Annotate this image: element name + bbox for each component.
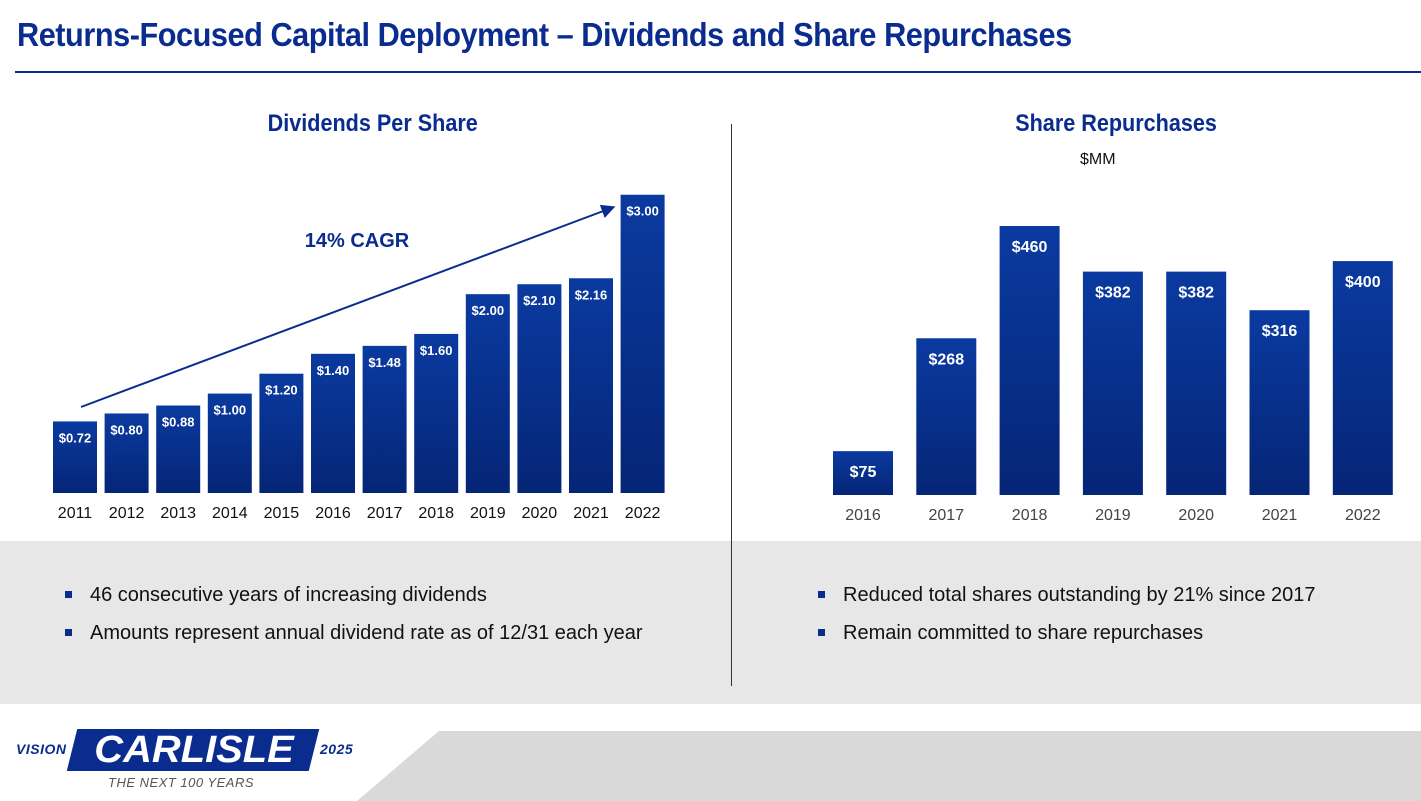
bar (414, 333, 459, 493)
bar (916, 338, 977, 495)
data-label: $316 (1262, 323, 1298, 340)
data-label: $2.10 (523, 293, 556, 308)
category-label: 2022 (625, 505, 661, 522)
data-label: $0.88 (162, 415, 195, 430)
bar (833, 451, 893, 495)
logo-vision-text: VISION (16, 741, 67, 757)
category-label: 2021 (573, 505, 609, 522)
category-label: 2016 (845, 507, 881, 524)
category-label: 2020 (1178, 507, 1214, 524)
bar (311, 353, 355, 493)
data-label: $1.40 (317, 363, 350, 378)
bullet-square-icon (65, 629, 72, 636)
cagr-arrow (80, 204, 616, 408)
data-label: $1.00 (214, 403, 247, 418)
bar (259, 373, 304, 493)
category-label: 2017 (367, 505, 403, 522)
data-label: $0.72 (59, 430, 92, 445)
data-label: $400 (1345, 274, 1381, 291)
summary-band (0, 541, 1421, 704)
category-label: 2021 (1262, 507, 1298, 524)
dividends-bullets: 46 consecutive years of increasing divid… (63, 583, 653, 659)
bar (207, 393, 252, 493)
bullet-square-icon (818, 591, 825, 598)
data-label: $1.20 (265, 383, 298, 398)
bar (362, 345, 407, 493)
repurchases-bullet-0: Reduced total shares outstanding by 21% … (816, 583, 1406, 608)
bar (1082, 271, 1143, 495)
data-label: $382 (1178, 285, 1214, 302)
category-label: 2014 (212, 505, 248, 522)
data-label: $2.16 (575, 287, 608, 302)
bar (999, 226, 1060, 495)
category-label: 2018 (1012, 507, 1048, 524)
data-label: $3.00 (626, 204, 659, 219)
panel-divider (731, 124, 732, 686)
bar (156, 405, 201, 493)
category-label: 2011 (58, 505, 93, 522)
bar (104, 413, 149, 493)
logo-name-text: CARLISLE (94, 729, 294, 771)
page-title: Returns-Focused Capital Deployment – Div… (17, 16, 1072, 53)
category-label: 2018 (418, 505, 454, 522)
category-label: 2017 (929, 507, 965, 524)
data-label: $382 (1095, 285, 1131, 302)
bar (620, 194, 665, 493)
cagr-label: 14% CAGR (305, 230, 410, 252)
bullet-square-icon (818, 629, 825, 636)
bar (569, 278, 613, 493)
dividends-chart-title: Dividends Per Share (267, 110, 478, 137)
category-label: 2013 (160, 505, 196, 522)
data-label: $75 (850, 464, 877, 481)
bar (517, 284, 562, 493)
logo-tagline: THE NEXT 100 YEARS (108, 775, 255, 790)
bar (465, 294, 510, 493)
repurchases-chart-title: Share Repurchases (1015, 110, 1217, 137)
data-label: $1.48 (368, 355, 401, 370)
category-label: 2022 (1345, 507, 1381, 524)
data-label: $1.60 (420, 343, 453, 358)
data-label: $268 (929, 351, 965, 368)
data-label: $0.80 (110, 422, 143, 437)
dividends-bars: $0.72 2011 $0.80 2012 $0.88 2013 $1.00 2014 $1.2… (53, 194, 665, 522)
repurchases-unit-label: $MM (1080, 151, 1116, 168)
repurchases-bullets: Reduced total shares outstanding by 21% … (816, 583, 1406, 659)
category-label: 2016 (315, 505, 351, 522)
dividends-bullet-0: 46 consecutive years of increasing divid… (63, 583, 653, 608)
category-label: 2012 (109, 505, 145, 522)
category-label: 2019 (470, 505, 506, 522)
category-label: 2019 (1095, 507, 1131, 524)
repurchases-bullet-1: Remain committed to share repurchases (816, 621, 1406, 646)
bar (1166, 271, 1227, 495)
category-label: 2015 (264, 505, 300, 522)
bullet-square-icon (65, 591, 72, 598)
bar (53, 421, 97, 493)
data-label: $2.00 (472, 303, 505, 318)
dividends-bullet-1: Amounts represent annual dividend rate a… (63, 621, 653, 646)
data-label: $460 (1012, 239, 1048, 256)
footer-slant-band (357, 731, 1421, 801)
bar (1249, 310, 1310, 495)
repurchases-bars: $75 2016 $268 2017 $460 2018 $382 2019 $382 2020 $… (833, 226, 1393, 524)
title-rule (15, 71, 1421, 73)
category-label: 2020 (522, 505, 558, 522)
logo-year-text: 2025 (320, 741, 354, 757)
bar (1332, 261, 1393, 495)
